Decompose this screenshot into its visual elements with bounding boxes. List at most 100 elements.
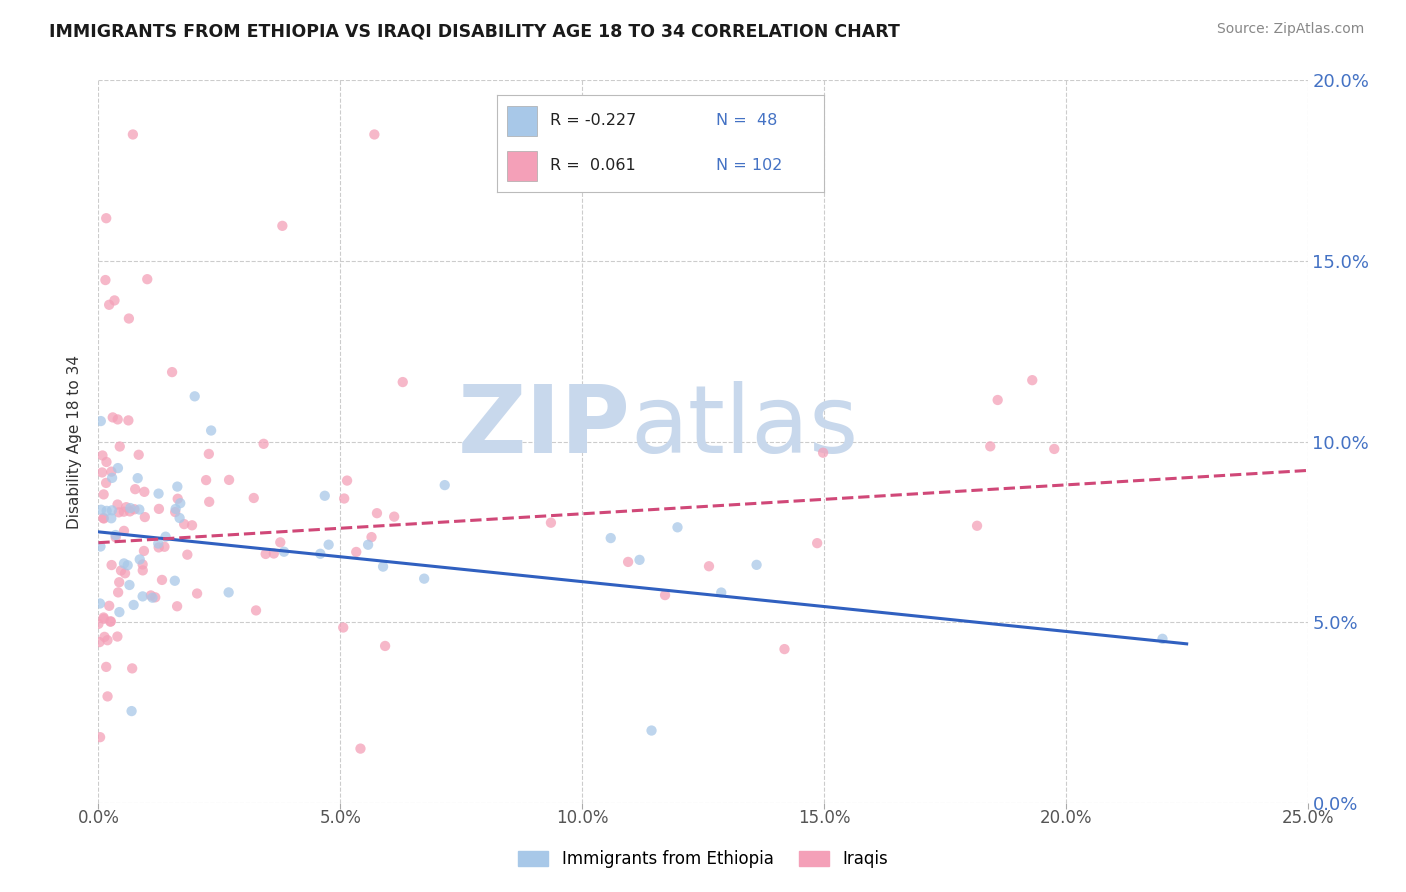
Point xyxy=(112,524,135,538)
Point xyxy=(218,585,240,599)
Point xyxy=(93,487,115,501)
Point xyxy=(242,491,264,505)
Point xyxy=(107,498,129,512)
Point xyxy=(134,484,156,499)
Point xyxy=(176,548,198,562)
Point xyxy=(93,511,115,525)
Point xyxy=(141,591,163,605)
Point xyxy=(107,505,129,519)
Point xyxy=(160,365,183,379)
Point xyxy=(143,591,166,605)
Point xyxy=(96,455,118,469)
Point xyxy=(118,311,141,326)
Point xyxy=(155,530,177,544)
Point xyxy=(94,273,117,287)
Point xyxy=(628,553,651,567)
Point xyxy=(89,635,111,649)
Point xyxy=(89,597,111,611)
Point xyxy=(165,505,187,519)
Point xyxy=(139,589,162,603)
Point xyxy=(132,544,155,558)
Point xyxy=(253,437,276,451)
Text: Source: ZipAtlas.com: Source: ZipAtlas.com xyxy=(1216,22,1364,37)
Point xyxy=(93,610,115,624)
Point xyxy=(695,128,717,142)
Point xyxy=(118,578,141,592)
Point xyxy=(640,723,662,738)
Point xyxy=(163,574,186,588)
Point xyxy=(811,446,834,460)
Point xyxy=(122,128,145,142)
Point xyxy=(710,585,733,599)
Point xyxy=(108,575,131,590)
Text: 10.0%: 10.0% xyxy=(555,808,609,827)
Point xyxy=(127,471,149,485)
Point xyxy=(666,520,689,534)
Point xyxy=(271,219,294,233)
Point xyxy=(98,599,121,613)
Point xyxy=(336,474,359,488)
Point xyxy=(112,505,135,519)
Point xyxy=(374,639,396,653)
Point xyxy=(360,530,382,544)
Point xyxy=(366,506,388,520)
Point xyxy=(131,558,153,572)
Point xyxy=(104,530,127,544)
Text: 5.0%: 5.0% xyxy=(319,808,361,827)
Point xyxy=(90,414,112,428)
Point xyxy=(121,704,143,718)
Point xyxy=(121,661,143,675)
Point xyxy=(105,630,128,644)
Text: 15.0%: 15.0% xyxy=(797,808,851,827)
Point xyxy=(200,424,222,438)
Point xyxy=(104,528,127,542)
Point xyxy=(1043,442,1066,456)
Text: 25.0%: 25.0% xyxy=(1281,808,1334,827)
Point xyxy=(103,293,125,308)
Point xyxy=(773,642,796,657)
Point xyxy=(96,211,118,226)
Point xyxy=(108,605,131,619)
Point xyxy=(979,439,1001,453)
Point xyxy=(413,572,436,586)
Point xyxy=(1152,632,1174,646)
Point xyxy=(96,690,118,704)
Point xyxy=(100,511,122,525)
Point xyxy=(96,660,118,674)
Point xyxy=(148,536,170,550)
Point xyxy=(101,503,124,517)
Point xyxy=(148,486,170,500)
Y-axis label: Disability Age 18 to 34: Disability Age 18 to 34 xyxy=(67,354,83,529)
Point xyxy=(181,518,204,533)
Point xyxy=(186,586,208,600)
Point xyxy=(198,495,221,509)
Text: 0.0%: 0.0% xyxy=(77,808,120,827)
Point xyxy=(198,447,221,461)
Point xyxy=(93,511,115,525)
Point xyxy=(128,502,150,516)
Point xyxy=(110,564,132,578)
Point xyxy=(153,540,176,554)
Point xyxy=(333,491,356,506)
Point xyxy=(100,615,122,629)
Point xyxy=(987,392,1010,407)
Point xyxy=(263,547,285,561)
Point xyxy=(318,538,340,552)
Point xyxy=(195,473,218,487)
Point xyxy=(433,478,456,492)
Point xyxy=(245,603,267,617)
Text: ZIP: ZIP xyxy=(457,381,630,473)
Point xyxy=(100,558,122,572)
Point xyxy=(94,475,117,490)
Point xyxy=(101,410,124,425)
Text: atlas: atlas xyxy=(630,381,859,473)
Point xyxy=(131,590,153,604)
Text: 20.0%: 20.0% xyxy=(1039,808,1092,827)
Point xyxy=(966,518,988,533)
Point xyxy=(93,612,115,626)
Point xyxy=(166,491,188,506)
Point xyxy=(391,375,413,389)
Point xyxy=(107,585,129,599)
Point xyxy=(599,531,621,545)
Point xyxy=(96,504,118,518)
